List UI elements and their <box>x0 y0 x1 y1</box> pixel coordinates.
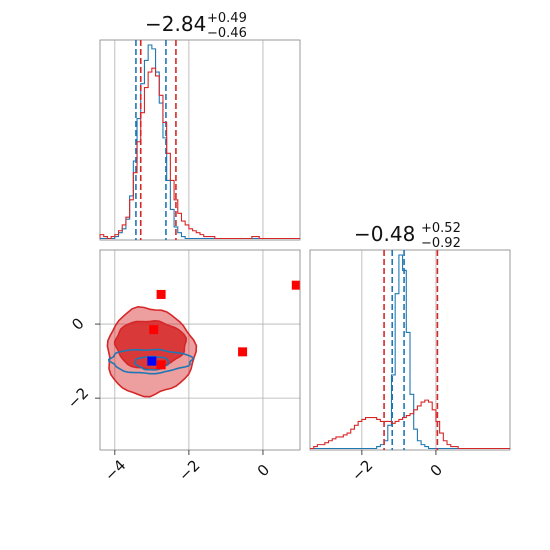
contour-series-1-level-0 <box>107 348 194 375</box>
contour-marker-5 <box>147 356 157 366</box>
contour-ytick-label-0: −2 <box>64 384 92 412</box>
hist-panel-2: −0.48 +0.52 −0.92 −2 0 <box>309 221 511 485</box>
contour-xtick-label-2: 0 <box>254 461 273 480</box>
contour-ytick-label-1: 0 <box>68 314 87 333</box>
hist-2-xtick-label-0: −2 <box>348 456 376 484</box>
hist-2-series-0-step <box>310 254 510 450</box>
contour-panel-frame <box>99 249 301 451</box>
hist-2-title-minus: −0.92 <box>421 236 461 251</box>
hist-panel-1-frame <box>99 39 301 241</box>
contour-panel: −4 −2 0 −2 0 <box>64 249 301 485</box>
contour-xtick-label-0: −4 <box>101 456 129 484</box>
hist-1-title-median: −2.84 <box>145 12 206 36</box>
contour-marker-4 <box>291 280 300 290</box>
hist-2-title-plus: +0.52 <box>421 221 461 236</box>
hist-2-title-median: −0.48 <box>354 222 415 246</box>
hist-1-title-minus: −0.46 <box>207 26 247 41</box>
hist-1-series-1-step <box>99 67 300 240</box>
contour-xtick-label-1: −2 <box>175 456 203 484</box>
hist-2-xtick-label-1: 0 <box>427 461 446 480</box>
contour-marker-0 <box>156 289 166 299</box>
hist-1-title-plus: +0.49 <box>207 11 247 26</box>
contour-marker-3 <box>238 347 248 357</box>
hist-2-series-1-step <box>310 399 510 450</box>
contour-marker-1 <box>149 325 159 335</box>
hist-panel-1: −2.84 +0.49 −0.46 <box>99 11 301 241</box>
hist-panel-2-frame <box>309 249 511 451</box>
contour-marker-2 <box>156 360 166 370</box>
